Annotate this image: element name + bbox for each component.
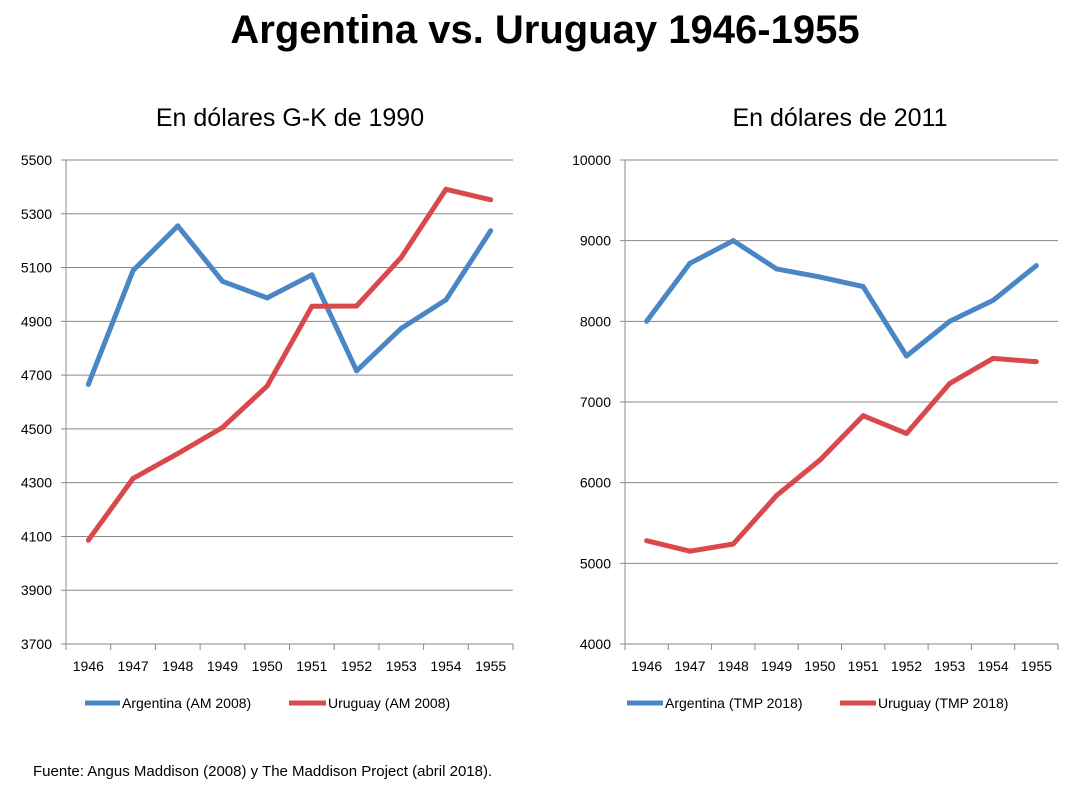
data-point-argentina-1990-1951	[309, 272, 315, 278]
x-tick-label-2011-1951: 1951	[848, 658, 879, 674]
data-point-argentina-2011-1954	[990, 297, 996, 303]
y-tick-label-2011-6000: 6000	[580, 475, 611, 491]
data-point-uruguay-2011-1952	[903, 430, 909, 436]
data-point-uruguay-2011-1951	[860, 413, 866, 419]
source-footnote: Fuente: Angus Maddison (2008) y The Madd…	[33, 763, 493, 780]
data-point-uruguay-2011-1947	[687, 548, 693, 554]
data-point-argentina-2011-1949	[774, 266, 780, 272]
data-point-argentina-1990-1953	[398, 325, 404, 331]
y-tick-label-1990-4100: 4100	[21, 528, 52, 544]
chart-title-1990: En dólares G-K de 1990	[155, 104, 425, 132]
data-point-argentina-1990-1954	[443, 297, 449, 303]
data-point-argentina-1990-1955	[488, 228, 494, 234]
data-point-argentina-2011-1955	[1033, 263, 1039, 269]
data-point-argentina-2011-1948	[730, 238, 736, 244]
x-tick-label-1990-1950: 1950	[252, 658, 283, 674]
series-line-argentina-1990	[85, 223, 493, 386]
y-tick-label-1990-3900: 3900	[21, 582, 52, 598]
x-tick-label-2011-1955: 1955	[1021, 658, 1052, 674]
y-tick-label-1990-4300: 4300	[21, 475, 52, 491]
data-point-uruguay-2011-1949	[774, 493, 780, 499]
x-tick-label-2011-1954: 1954	[977, 658, 1008, 674]
x-tick-label-1990-1952: 1952	[341, 658, 372, 674]
data-point-argentina-1990-1946	[85, 382, 91, 388]
series-line-argentina-2011	[644, 238, 1038, 359]
x-tick-label-2011-1947: 1947	[674, 658, 705, 674]
data-point-argentina-2011-1946	[644, 318, 650, 324]
data-point-argentina-1990-1948	[175, 223, 181, 229]
data-point-uruguay-1990-1948	[175, 451, 181, 457]
legend-label-uruguay-1990: Uruguay (AM 2008)	[328, 695, 450, 711]
data-point-argentina-1990-1952	[354, 368, 360, 374]
y-tick-label-1990-5100: 5100	[21, 260, 52, 276]
data-point-uruguay-2011-1954	[990, 355, 996, 361]
data-point-uruguay-1990-1951	[309, 303, 315, 309]
data-point-uruguay-1990-1952	[354, 303, 360, 309]
x-tick-label-2011-1953: 1953	[934, 658, 965, 674]
x-tick-label-2011-1949: 1949	[761, 658, 792, 674]
x-tick-label-1990-1951: 1951	[296, 658, 327, 674]
y-tick-label-1990-4500: 4500	[21, 421, 52, 437]
y-tick-label-1990-4900: 4900	[21, 313, 52, 329]
y-tick-label-2011-4000: 4000	[580, 636, 611, 652]
y-tick-label-2011-7000: 7000	[580, 394, 611, 410]
legend-label-argentina-2011: Argentina (TMP 2018)	[665, 695, 802, 711]
data-point-uruguay-1990-1949	[219, 425, 225, 431]
data-point-argentina-1990-1947	[130, 268, 136, 274]
data-point-argentina-2011-1951	[860, 284, 866, 290]
data-point-uruguay-1990-1946	[85, 537, 91, 543]
y-tick-label-1990-4700: 4700	[21, 367, 52, 383]
x-tick-label-1990-1947: 1947	[117, 658, 148, 674]
x-tick-label-1990-1946: 1946	[73, 658, 104, 674]
data-point-uruguay-1990-1947	[130, 475, 136, 481]
data-point-uruguay-1990-1953	[398, 254, 404, 260]
data-point-uruguay-2011-1955	[1033, 359, 1039, 365]
data-point-uruguay-1990-1954	[443, 186, 449, 192]
x-tick-label-1990-1948: 1948	[162, 658, 193, 674]
x-tick-label-2011-1950: 1950	[804, 658, 835, 674]
data-point-uruguay-1990-1955	[488, 197, 494, 203]
y-tick-label-2011-5000: 5000	[580, 555, 611, 571]
chart-title-2011: En dólares de 2011	[732, 104, 948, 132]
data-point-argentina-2011-1953	[947, 318, 953, 324]
data-point-uruguay-1990-1950	[264, 383, 270, 389]
page-title: Argentina vs. Uruguay 1946-1955	[230, 8, 860, 52]
data-point-uruguay-2011-1946	[644, 538, 650, 544]
data-point-argentina-2011-1947	[687, 260, 693, 266]
series-line-uruguay-1990	[86, 186, 492, 542]
legend-label-uruguay-2011: Uruguay (TMP 2018)	[878, 695, 1008, 711]
y-tick-label-1990-5300: 5300	[21, 206, 52, 222]
y-tick-label-2011-9000: 9000	[580, 233, 611, 249]
series-line-uruguay-2011	[646, 355, 1037, 554]
data-point-uruguay-2011-1953	[947, 380, 953, 386]
y-tick-label-1990-3700: 3700	[21, 636, 52, 652]
data-point-argentina-1990-1950	[264, 295, 270, 301]
x-tick-label-2011-1948: 1948	[718, 658, 749, 674]
y-tick-label-1990-5500: 5500	[21, 152, 52, 168]
data-point-argentina-2011-1950	[817, 274, 823, 280]
data-point-uruguay-2011-1950	[817, 457, 823, 463]
x-tick-label-1990-1954: 1954	[430, 658, 461, 674]
y-tick-label-2011-8000: 8000	[580, 313, 611, 329]
x-tick-label-2011-1952: 1952	[891, 658, 922, 674]
x-tick-label-1990-1955: 1955	[475, 658, 506, 674]
data-point-argentina-1990-1949	[219, 278, 225, 284]
y-tick-label-2011-10000: 10000	[572, 152, 611, 168]
x-tick-label-1990-1949: 1949	[207, 658, 238, 674]
legend-label-argentina-1990: Argentina (AM 2008)	[122, 695, 251, 711]
x-tick-label-2011-1946: 1946	[631, 658, 662, 674]
data-point-uruguay-2011-1948	[730, 541, 736, 547]
data-point-argentina-2011-1952	[903, 353, 909, 359]
x-tick-label-1990-1953: 1953	[386, 658, 417, 674]
